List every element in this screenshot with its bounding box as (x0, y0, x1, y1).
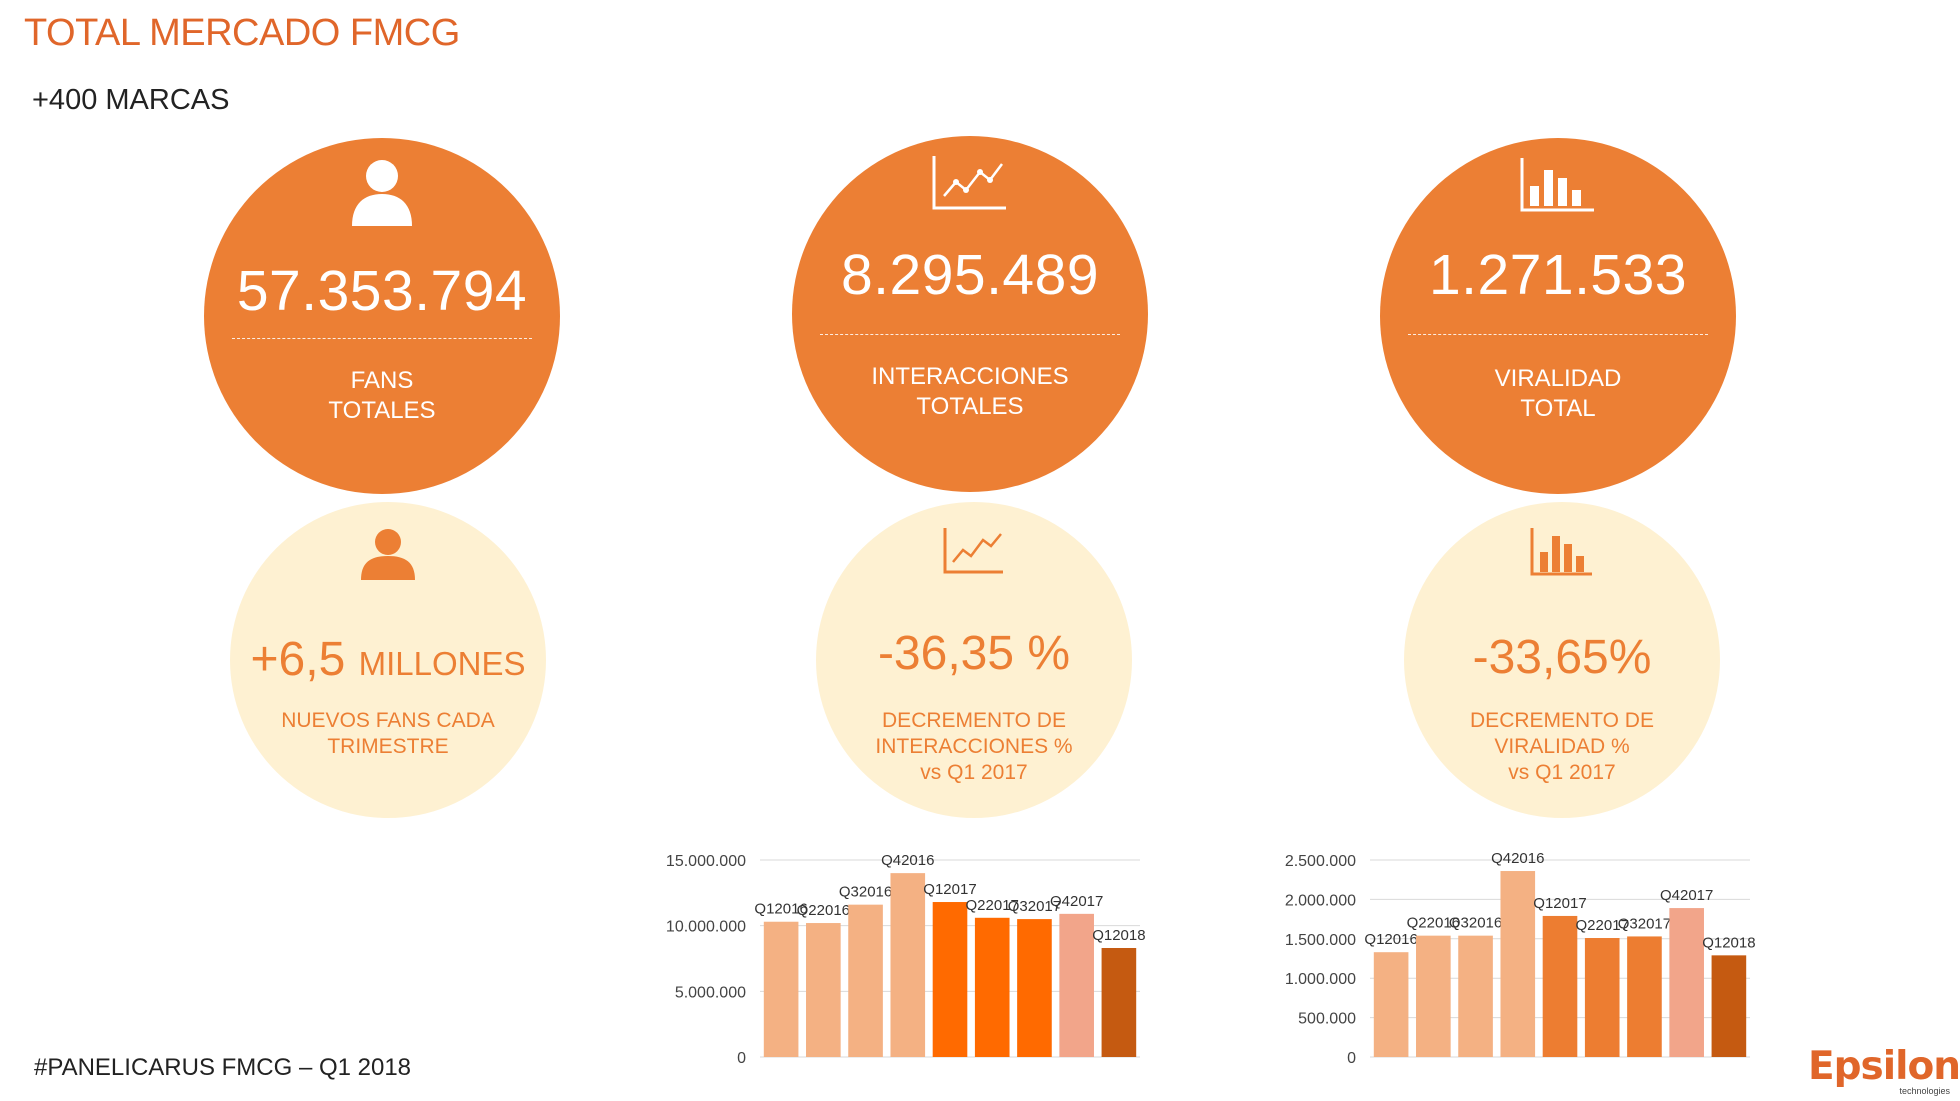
bar-label: Q12016 (754, 901, 807, 918)
virality-bar-chart: 2.500.000 2.000.000 1.500.000 1.000.000 500.… (1285, 850, 1756, 1067)
y-tick-label: 2.500.000 (1285, 853, 1356, 870)
bar (1458, 935, 1493, 1057)
kpi-fans-circle: 57.353.794 FANS TOTALES (204, 138, 560, 494)
bar-label: Q42016 (1491, 850, 1544, 867)
bar (1711, 955, 1747, 1057)
kpi-virality-circle: 1.271.533 VIRALIDAD TOTAL (1380, 138, 1736, 494)
bar-label: Q12017 (923, 881, 976, 898)
y-tick-label: 15.000.000 (666, 853, 746, 870)
change-value: +6,5 MILLONES (250, 633, 526, 686)
bar-label: Q32016 (839, 884, 892, 901)
bar (1542, 915, 1578, 1057)
bar (763, 921, 799, 1057)
change-fans-circle: +6,5 MILLONES NUEVOS FANS CADA TRIMESTRE (230, 502, 546, 818)
user-icon (352, 160, 412, 226)
epsilon-logo: Epsilon technologies (1808, 1044, 1960, 1098)
bar (1017, 919, 1052, 1057)
kpi-value: 8.295.489 (840, 243, 1100, 307)
kpi-value: 57.353.794 (236, 259, 528, 323)
kpi-interactions-circle: 8.295.489 INTERACCIONES TOTALES (792, 136, 1148, 492)
line-chart-icon (932, 156, 1006, 210)
line-chart-icon (943, 528, 1003, 574)
bar-label: Q42017 (1050, 893, 1103, 910)
kpi-label: FANS TOTALES (328, 367, 436, 424)
bar (1373, 952, 1409, 1057)
change-value: -33,65% (1472, 631, 1652, 684)
bar-label: Q22017 (966, 897, 1019, 914)
bar (1584, 938, 1620, 1057)
bar (1669, 908, 1704, 1057)
bar-chart-icon (1520, 158, 1594, 212)
interactions-bar-chart: 15.000.00010.000.0005.000.0000Q12016Q220… (666, 852, 1146, 1067)
change-label: NUEVOS FANS CADA TRIMESTRE (281, 709, 495, 758)
bar-label: Q12017 (1533, 895, 1586, 912)
bar-label: Q32017 (1008, 898, 1061, 915)
bar-label: Q32017 (1618, 915, 1671, 932)
change-value: -36,35 % (877, 627, 1071, 680)
y-tick-label: 2.000.000 (1285, 892, 1356, 909)
kpi-label: VIRALIDAD TOTAL (1494, 365, 1622, 422)
logo-tagline: technologies (1899, 1086, 1950, 1096)
bar (1059, 913, 1094, 1057)
bar (1101, 947, 1137, 1057)
bar-label: Q22016 (1407, 915, 1460, 932)
y-tick-label: 10.000.000 (666, 919, 746, 936)
bar (890, 873, 926, 1057)
bar-label: Q42016 (881, 852, 934, 869)
y-tick-label: 5.000.000 (675, 984, 746, 1001)
bar (1500, 871, 1536, 1057)
bar (974, 917, 1010, 1057)
page-subtitle: +400 MARCAS (32, 84, 230, 116)
bar-label: Q12016 (1364, 931, 1417, 948)
change-label: DECREMENTO DE VIRALIDAD % vs Q1 2017 (1470, 709, 1654, 784)
change-label: DECREMENTO DE INTERACCIONES % vs Q1 2017 (875, 709, 1073, 784)
bar (848, 904, 883, 1057)
bar-label: Q22017 (1576, 917, 1629, 934)
bar-label: Q12018 (1092, 927, 1145, 944)
bar (1416, 935, 1451, 1057)
bar-label: Q12018 (1702, 934, 1755, 951)
footer-hashtag: #PANELICARUS FMCG – Q1 2018 (34, 1054, 412, 1081)
kpi-value: 1.271.533 (1428, 243, 1688, 307)
y-tick-label: 0 (737, 1050, 746, 1067)
change-interactions-circle: -36,35 % DECREMENTO DE INTERACCIONES % v… (816, 502, 1132, 818)
page-title: TOTAL MERCADO FMCG (24, 12, 460, 54)
bar-label: Q42017 (1660, 887, 1713, 904)
bar-label: Q22016 (797, 902, 850, 919)
divider (820, 334, 1120, 335)
y-tick-label: 1.500.000 (1285, 932, 1356, 949)
kpi-label: INTERACCIONES TOTALES (871, 363, 1069, 420)
y-tick-label: 0 (1347, 1050, 1356, 1067)
logo-wordmark: Epsilon (1808, 1044, 1960, 1089)
y-tick-label: 500.000 (1298, 1011, 1356, 1028)
user-icon (361, 529, 415, 580)
y-tick-label: 1.000.000 (1285, 971, 1356, 988)
bar (806, 923, 841, 1057)
divider (232, 338, 532, 339)
bar (932, 902, 968, 1057)
change-virality-circle: -33,65% DECREMENTO DE VIRALIDAD % vs Q1 … (1404, 502, 1720, 818)
bar-chart-icon (1530, 528, 1592, 576)
bar (1627, 936, 1662, 1057)
divider (1408, 334, 1708, 335)
bar-label: Q32016 (1449, 915, 1502, 932)
